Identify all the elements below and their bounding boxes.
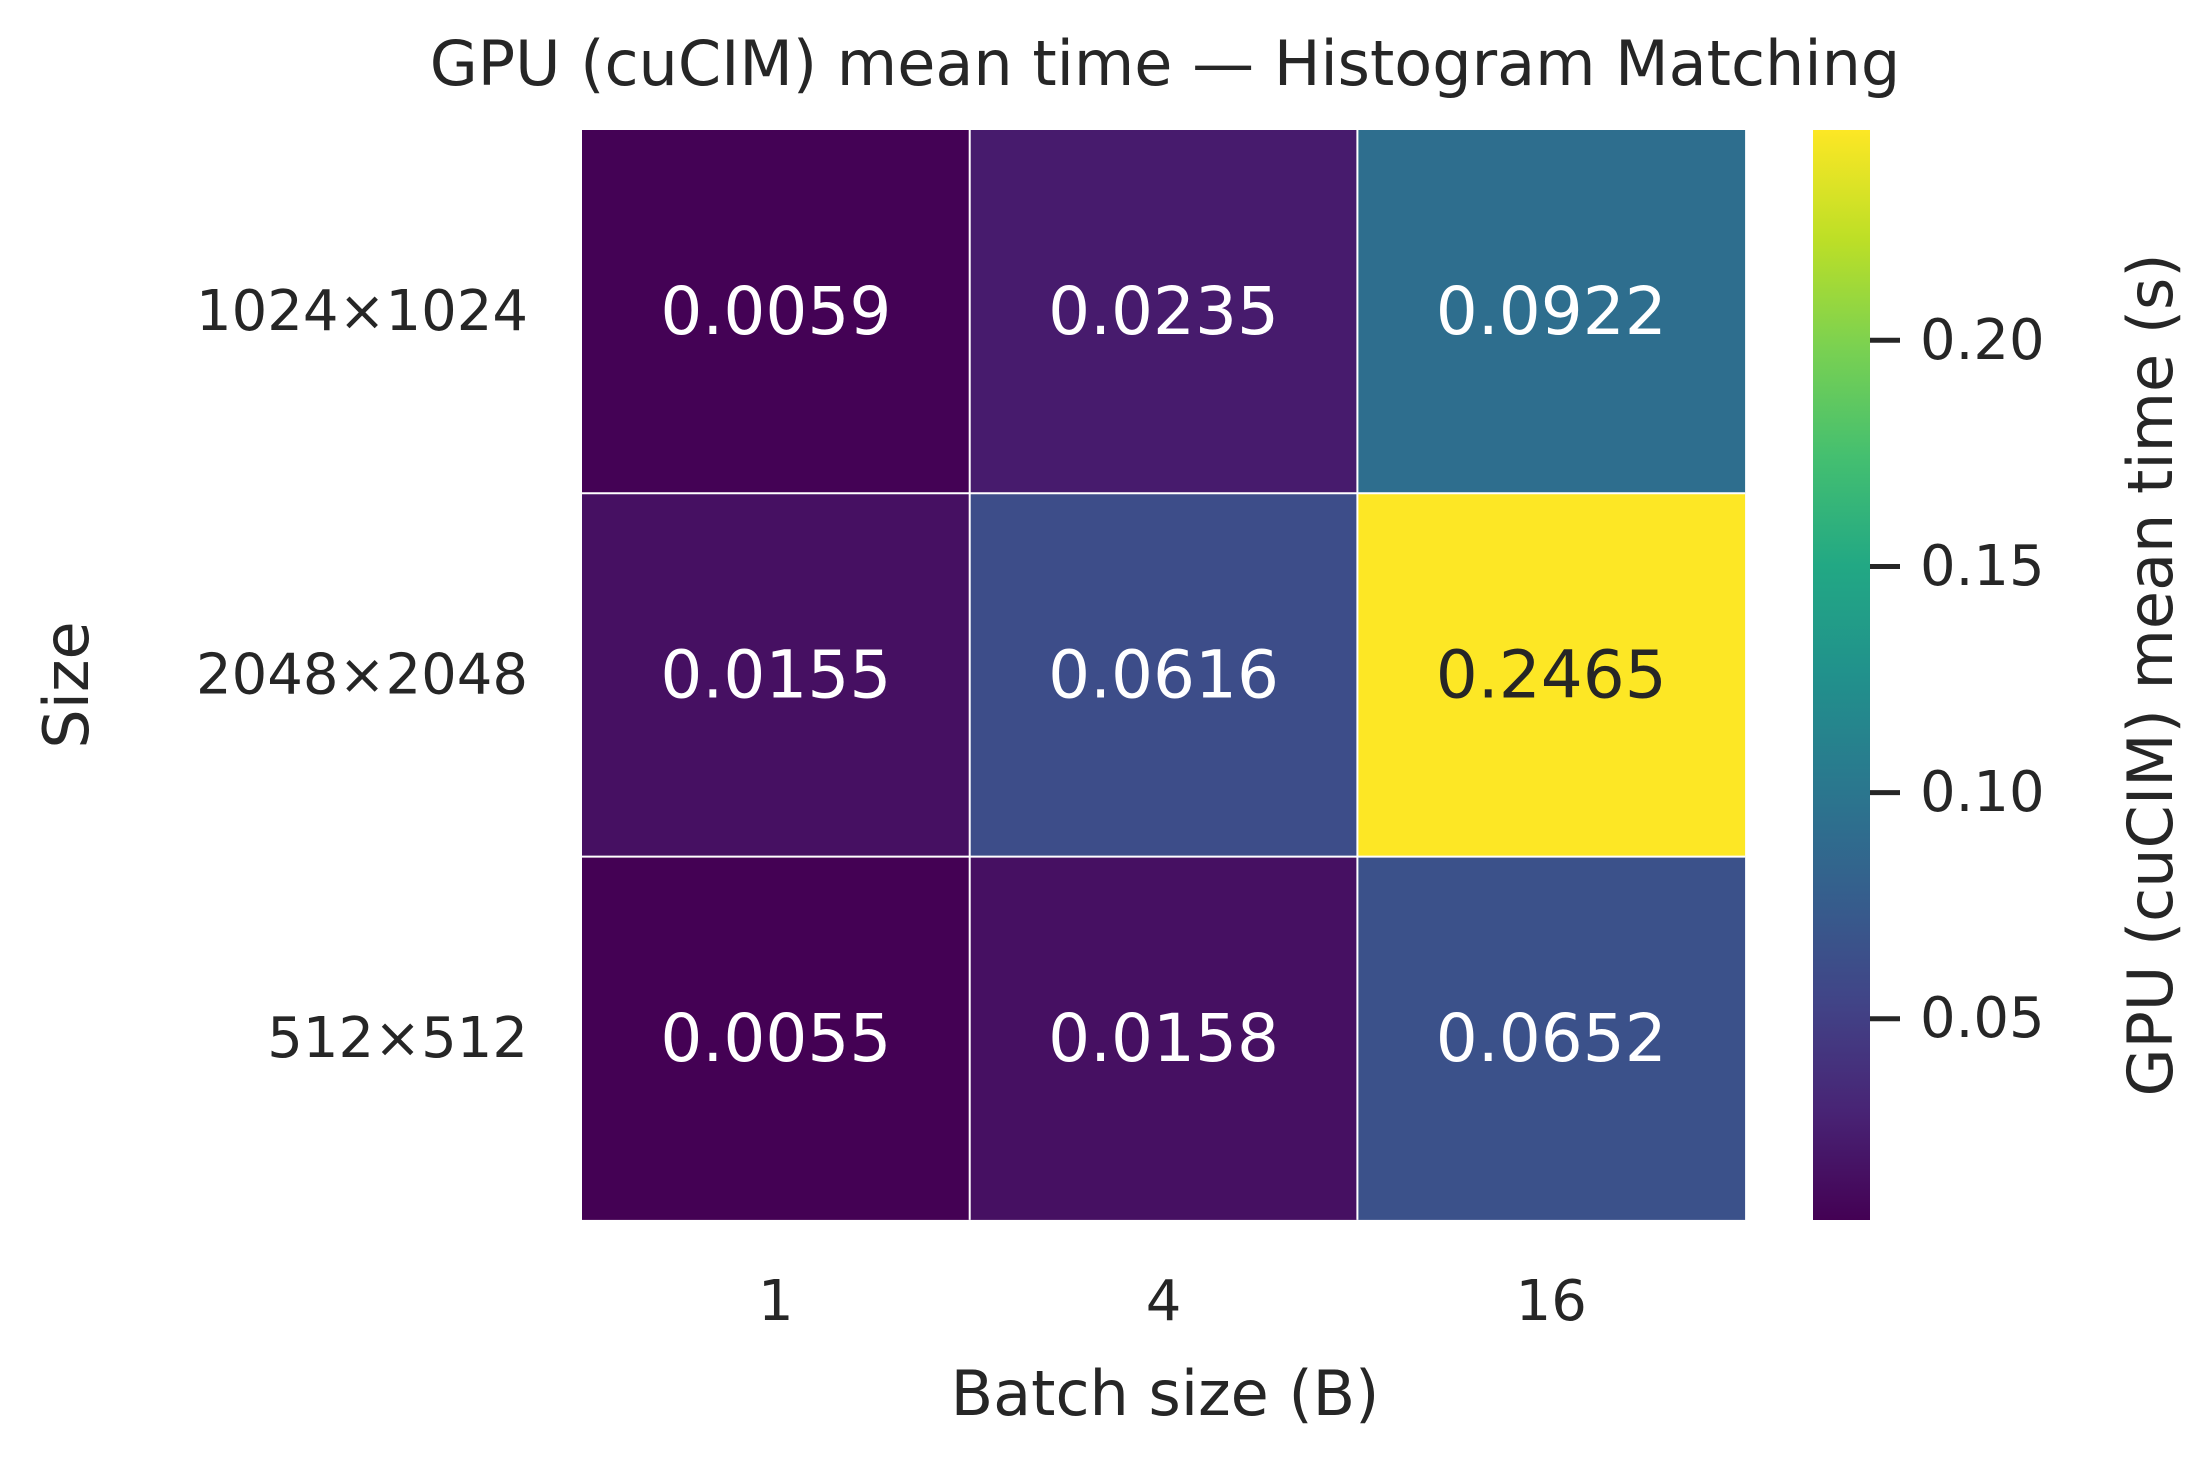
colorbar-tick-label: 0.10	[1920, 760, 2045, 825]
y-axis-label: Size	[30, 621, 103, 748]
x-axis-ticks: 1 4 16	[758, 1269, 1587, 1334]
heatmap-cell-value: 0.0059	[660, 273, 891, 350]
heatmap-cell	[1357, 493, 1746, 857]
heatmap-cell	[969, 493, 1358, 857]
y-tick-label: 2048×2048	[196, 642, 528, 707]
colorbar-tick-label: 0.05	[1920, 986, 2045, 1051]
x-axis-label: Batch size (B)	[951, 1357, 1380, 1430]
y-tick-label: 1024×1024	[196, 279, 528, 344]
x-tick-label: 1	[758, 1269, 794, 1334]
heatmap-cell-value: 0.0652	[1436, 1000, 1667, 1077]
heatmap-cells	[582, 130, 1746, 1220]
colorbar-ticks: 0.05 0.10 0.15 0.20	[1870, 308, 2045, 1051]
x-tick-label: 4	[1146, 1269, 1182, 1334]
heatmap-cell-value: 0.0235	[1048, 273, 1279, 350]
y-axis-ticks: 1024×1024 2048×2048 512×512	[196, 279, 528, 1071]
heatmap-cell	[969, 130, 1358, 494]
heatmap-cell-value: 0.0158	[1048, 1000, 1279, 1077]
heatmap-cell	[1357, 130, 1746, 494]
heatmap-cell	[969, 856, 1358, 1220]
heatmap-cell-value: 0.0616	[1048, 636, 1279, 713]
heatmap-cell-value: 0.2465	[1436, 636, 1667, 713]
chart-title: GPU (cuCIM) mean time — Histogram Matchi…	[430, 27, 1900, 100]
heatmap-cell-value: 0.0155	[660, 636, 891, 713]
heatmap-cell-value: 0.0055	[660, 1000, 891, 1077]
x-tick-label: 16	[1516, 1269, 1587, 1334]
heatmap-cell	[582, 856, 970, 1220]
y-tick-label: 512×512	[267, 1006, 528, 1071]
colorbar-tick-label: 0.15	[1920, 534, 2045, 599]
heatmap-cell	[582, 493, 970, 857]
heatmap-grid-lines	[582, 130, 1746, 1220]
colorbar-tick-label: 0.20	[1920, 308, 2045, 373]
colorbar-label: GPU (cuCIM) mean time (s)	[2114, 253, 2187, 1096]
heatmap-cell-value: 0.0922	[1436, 273, 1667, 350]
heatmap-cell	[582, 130, 970, 494]
colorbar	[1813, 130, 1870, 1220]
heatmap-cell	[1357, 856, 1746, 1220]
heatmap-cell-labels: 0.0059 0.0235 0.0922 0.0155 0.0616 0.2465 0.00…	[660, 273, 1666, 1077]
